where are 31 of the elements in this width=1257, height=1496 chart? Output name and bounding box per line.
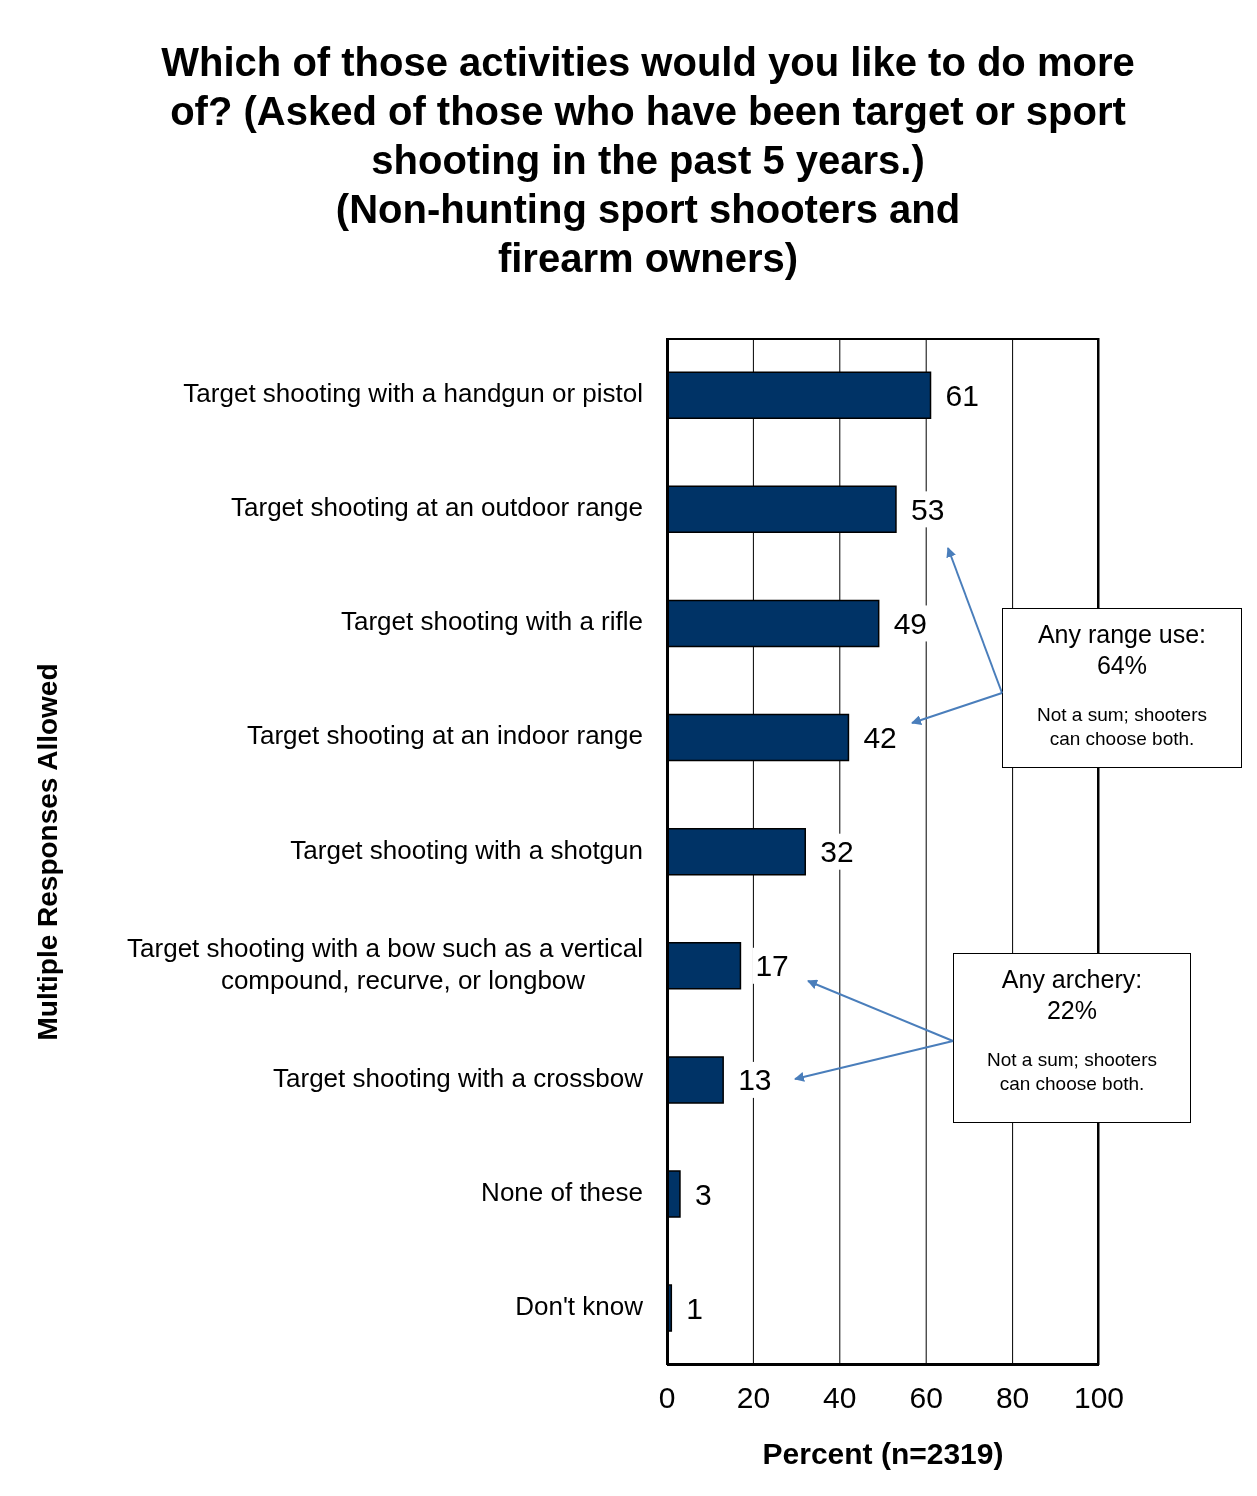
x-tick-label: 20 xyxy=(736,1381,771,1415)
x-tick-label: 60 xyxy=(909,1381,943,1415)
data-label: 17 xyxy=(755,949,789,983)
data-label: 49 xyxy=(893,606,928,640)
data-label: 61 xyxy=(945,378,979,412)
data-label: 32 xyxy=(820,835,854,869)
annotation: Not a sum; shooters can choose both. xyxy=(986,1048,1158,1096)
y-tick-label: Target shooting with a crossbow xyxy=(273,1062,644,1093)
data-label: 3 xyxy=(694,1177,712,1211)
chart-title: Which of those activities would you like to do more of? (Asked of those who have been target or sport shooting in the past 5 years.) (Non-hunting sport shooters and firearm owners) xyxy=(160,39,1136,282)
y-tick-label: Target shooting with a shotgun xyxy=(290,834,643,865)
y-tick-label: Don't know xyxy=(515,1290,644,1321)
x-tick-label: 0 xyxy=(658,1381,676,1415)
y-tick-label: None of these xyxy=(481,1176,643,1207)
annotation: Any range use: 64% xyxy=(1036,619,1208,681)
x-axis-title: Percent (n=2319) xyxy=(761,1437,1005,1471)
annotation: Not a sum; shooters can choose both. xyxy=(1036,703,1208,751)
data-label: 53 xyxy=(910,492,945,526)
x-tick-label: 100 xyxy=(1073,1381,1125,1415)
y-axis-title: Multiple Responses Allowed xyxy=(31,662,64,1042)
y-tick-label: Target shooting with a handgun or pistol xyxy=(183,377,643,408)
annotation: Any archery: 22% xyxy=(1000,964,1144,1026)
y-tick-label: Target shooting with a rifle xyxy=(340,606,643,637)
data-label: 42 xyxy=(863,721,897,755)
y-tick-label: Target shooting at an indoor range xyxy=(246,720,643,751)
x-tick-label: 80 xyxy=(995,1381,1030,1415)
x-tick-label: 40 xyxy=(823,1381,857,1415)
data-label: 13 xyxy=(738,1063,772,1097)
y-tick-label: Target shooting with a bow such as a vertical compound, recurve, or longbow xyxy=(127,932,643,995)
data-label: 1 xyxy=(686,1291,704,1325)
y-tick-label: Target shooting at an outdoor range xyxy=(231,492,643,523)
